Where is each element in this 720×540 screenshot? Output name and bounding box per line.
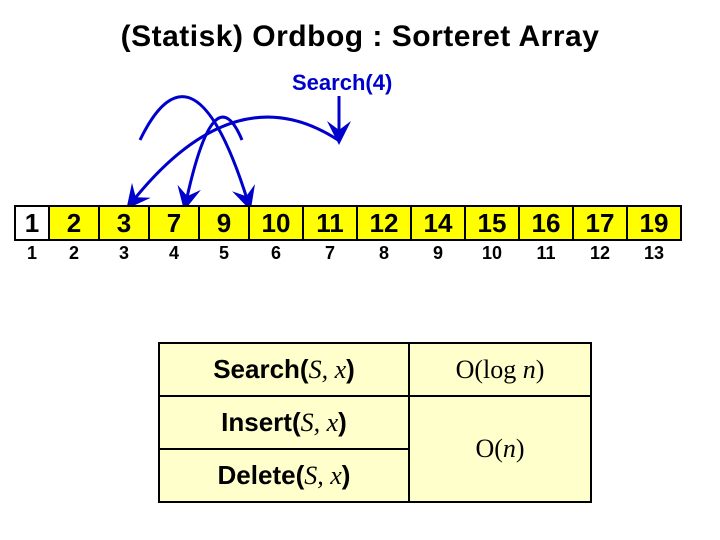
op-label-tail: ) — [338, 407, 347, 437]
array-cell: 17 — [572, 205, 628, 241]
op-args: S, x — [309, 355, 347, 384]
array-cell: 11 — [302, 205, 358, 241]
array-cell: 16 — [518, 205, 574, 241]
cx-search-cell: O(log n) — [409, 343, 591, 396]
op-delete-cell: Delete(S, x) — [159, 449, 409, 502]
binary-search-diagram: Search(4) 123791011121415161719 12345678… — [0, 60, 720, 270]
index-label: 4 — [158, 243, 190, 264]
index-label: 1 — [16, 243, 48, 264]
array-cell: 3 — [98, 205, 150, 241]
index-label: 13 — [638, 243, 670, 264]
array-cell: 2 — [48, 205, 100, 241]
index-label: 12 — [584, 243, 616, 264]
cx-tail: ) — [516, 434, 525, 463]
search-call-label: Search(4) — [292, 70, 392, 96]
page-title: (Statisk) Ordbog : Sorteret Array — [0, 0, 720, 54]
array-cell: 15 — [464, 205, 520, 241]
index-label: 10 — [476, 243, 508, 264]
index-label: 11 — [530, 243, 562, 264]
array-cell: 7 — [148, 205, 200, 241]
index-label: 6 — [260, 243, 292, 264]
op-label-tail: ) — [342, 460, 351, 490]
op-search-cell: Search(S, x) — [159, 343, 409, 396]
cx-var: n — [503, 434, 516, 463]
array-cell: 12 — [356, 205, 412, 241]
op-args: S, x — [304, 461, 342, 490]
index-label: 5 — [208, 243, 240, 264]
index-label: 7 — [314, 243, 346, 264]
op-label: Search( — [213, 354, 308, 384]
op-insert-cell: Insert(S, x) — [159, 396, 409, 449]
index-label: 3 — [108, 243, 140, 264]
array-cells: 123791011121415161719 — [14, 205, 682, 241]
op-label: Delete( — [218, 460, 305, 490]
cx-insert-delete-cell: O(n) — [409, 396, 591, 502]
array-cell: 14 — [410, 205, 466, 241]
index-label: 9 — [422, 243, 454, 264]
array-cell: 10 — [248, 205, 304, 241]
cx-var: n — [523, 355, 536, 384]
cx-text: O( — [475, 434, 502, 463]
op-args: S, x — [301, 408, 339, 437]
array-cell: 1 — [14, 205, 50, 241]
array-cell: 19 — [626, 205, 682, 241]
cx-tail: ) — [536, 355, 545, 384]
index-label: 2 — [58, 243, 90, 264]
op-label-tail: ) — [346, 354, 355, 384]
cx-text: O(log — [456, 355, 523, 384]
index-label: 8 — [368, 243, 400, 264]
operations-complexity-table: Search(S, x) O(log n) Insert(S, x) O(n) … — [158, 342, 592, 503]
array-cell: 9 — [198, 205, 250, 241]
op-label: Insert( — [221, 407, 300, 437]
